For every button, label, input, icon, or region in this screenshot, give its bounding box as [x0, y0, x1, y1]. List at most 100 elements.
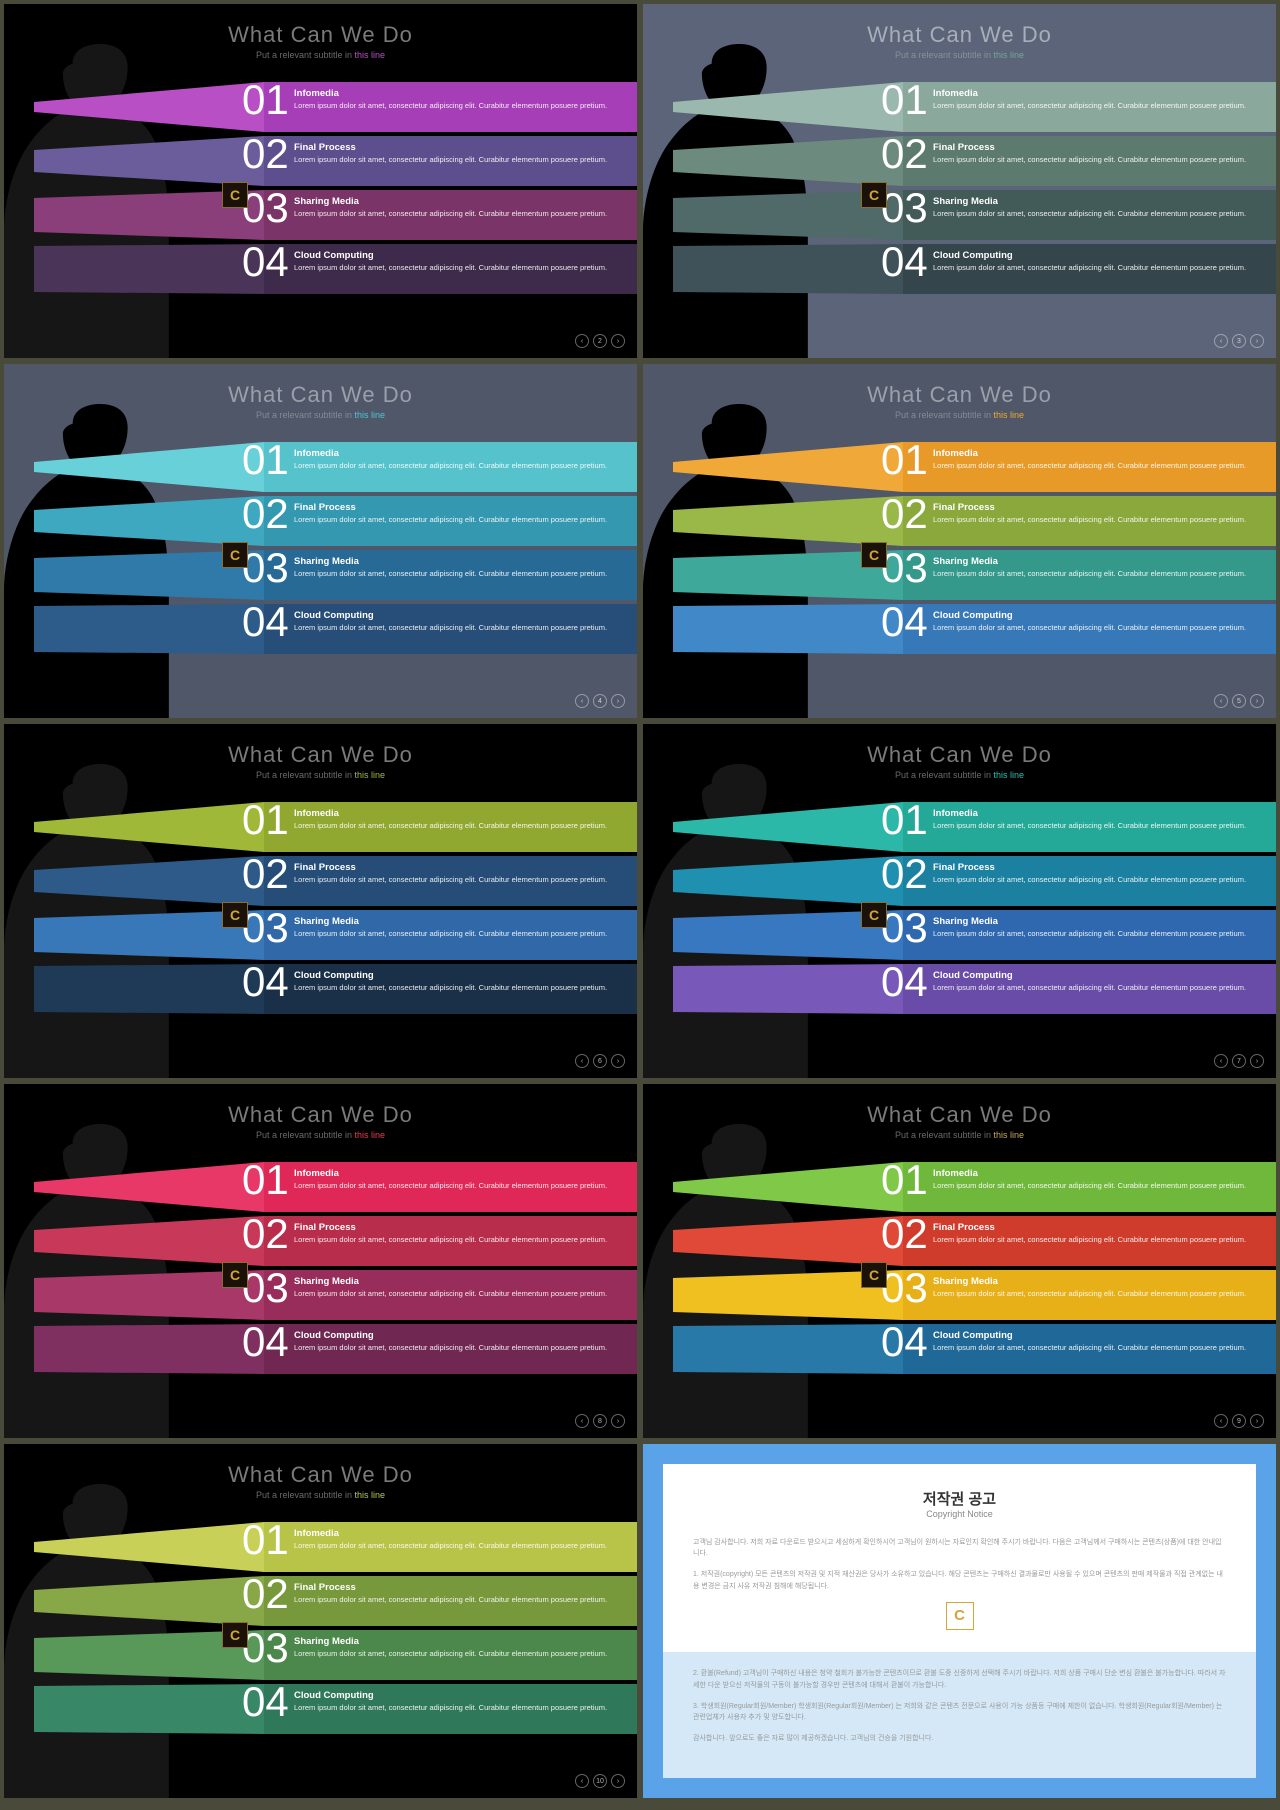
pager-prev-icon[interactable]: ‹ [575, 334, 589, 348]
band-wedge [673, 856, 903, 906]
band-row: Final ProcessLorem ipsum dolor sit amet,… [643, 136, 1276, 186]
band-description: Lorem ipsum dolor sit amet, consectetur … [294, 929, 625, 939]
band-title: Final Process [933, 862, 1264, 873]
band-wedge [34, 964, 264, 1014]
band-number: 01 [881, 436, 928, 484]
pager-next-icon[interactable]: › [611, 1414, 625, 1428]
subtitle-accent: this line [355, 1130, 386, 1140]
band-description: Lorem ipsum dolor sit amet, consectetur … [933, 569, 1264, 579]
pager-page: 10 [593, 1774, 607, 1788]
band-description: Lorem ipsum dolor sit amet, consectetur … [294, 1289, 625, 1299]
pager-page: 2 [593, 334, 607, 348]
pager-prev-icon[interactable]: ‹ [1214, 1054, 1228, 1068]
band-description: Lorem ipsum dolor sit amet, consectetur … [294, 983, 625, 993]
pager-next-icon[interactable]: › [1250, 1054, 1264, 1068]
pager-next-icon[interactable]: › [611, 1054, 625, 1068]
band-wedge [34, 442, 264, 492]
band-row: Cloud ComputingLorem ipsum dolor sit ame… [4, 1324, 637, 1374]
band-number: 01 [242, 436, 289, 484]
band-row: Cloud Computing Lorem ipsum dolor sit ame… [4, 964, 637, 1014]
band-content: InfomediaLorem ipsum dolor sit amet, con… [264, 1522, 637, 1572]
pager-next-icon[interactable]: › [1250, 334, 1264, 348]
band-title: Final Process [933, 1222, 1264, 1233]
band-title: Sharing Media [294, 196, 625, 207]
band-title: Final Process [933, 142, 1264, 153]
band-title: Final Process [294, 142, 625, 153]
band-row: InfomediaLorem ipsum dolor sit amet, con… [4, 442, 637, 492]
band-number: 01 [881, 76, 928, 124]
pager-prev-icon[interactable]: ‹ [1214, 694, 1228, 708]
pager-prev-icon[interactable]: ‹ [575, 1774, 589, 1788]
pager-next-icon[interactable]: › [611, 694, 625, 708]
band-content: Sharing MediaLorem ipsum dolor sit amet,… [264, 1630, 637, 1680]
pager-next-icon[interactable]: › [1250, 694, 1264, 708]
band-description: Lorem ipsum dolor sit amet, consectetur … [294, 569, 625, 579]
logo-badge: C [861, 182, 887, 208]
band-row: Sharing Media Lorem ipsum dolor sit amet,… [4, 190, 637, 240]
band-title: Cloud Computing [294, 250, 625, 261]
band-wedge [673, 964, 903, 1014]
band-description: Lorem ipsum dolor sit amet, consectetur … [933, 1343, 1264, 1353]
band-title: Cloud Computing [933, 250, 1264, 261]
subtitle-prefix: Put a relevant subtitle in [895, 770, 994, 780]
pager-prev-icon[interactable]: ‹ [575, 694, 589, 708]
band-row: Cloud ComputingLorem ipsum dolor sit ame… [643, 964, 1276, 1014]
band-title: Cloud Computing [933, 1330, 1264, 1341]
band-title: Cloud Computing [294, 970, 625, 981]
band-number: 03 [881, 904, 928, 952]
band-number: 02 [881, 490, 928, 538]
band-wedge [34, 244, 264, 294]
pager-page: 7 [1232, 1054, 1246, 1068]
band-number: 01 [242, 1156, 289, 1204]
pager-prev-icon[interactable]: ‹ [1214, 1414, 1228, 1428]
band-row: Final ProcessLorem ipsum dolor sit amet,… [4, 1216, 637, 1266]
band-title: Cloud Computing [294, 1330, 625, 1341]
band-content: Final ProcessLorem ipsum dolor sit amet,… [903, 856, 1276, 906]
infographic-slide: What Can We DoPut a relevant subtitle in… [643, 4, 1276, 358]
band-row: InfomediaLorem ipsum dolor sit amet, con… [643, 82, 1276, 132]
band-row: Sharing MediaLorem ipsum dolor sit amet,… [4, 910, 637, 960]
band-content: Final ProcessLorem ipsum dolor sit amet,… [903, 496, 1276, 546]
band-row: Sharing MediaLorem ipsum dolor sit amet,… [643, 190, 1276, 240]
band-row: Final ProcessLorem ipsum dolor sit amet,… [643, 856, 1276, 906]
pager-prev-icon[interactable]: ‹ [575, 1414, 589, 1428]
band-content: InfomediaLorem ipsum dolor sit amet, con… [903, 1162, 1276, 1212]
band-description: Lorem ipsum dolor sit amet, consectetur … [933, 101, 1264, 111]
band-title: Infomedia [933, 448, 1264, 459]
band-title: Infomedia [294, 1168, 625, 1179]
band-content: Cloud ComputingLorem ipsum dolor sit ame… [264, 1324, 637, 1374]
band-description: Lorem ipsum dolor sit amet, consectetur … [294, 515, 625, 525]
band-content: InfomediaLorem ipsum dolor sit amet, con… [903, 442, 1276, 492]
pager: ‹ 7 › [1214, 1054, 1264, 1068]
pager-prev-icon[interactable]: ‹ [1214, 334, 1228, 348]
band-content: Sharing MediaLorem ipsum dolor sit amet,… [264, 910, 637, 960]
band-description: Lorem ipsum dolor sit amet, consectetur … [294, 461, 625, 471]
pager: ‹3› [1214, 334, 1264, 348]
copyright-title-en: Copyright Notice [693, 1509, 1226, 1519]
band-description: Lorem ipsum dolor sit amet, consectetur … [294, 821, 625, 831]
band-content: Sharing MediaLorem ipsum dolor sit amet,… [903, 910, 1276, 960]
band-list: Infomedia Lorem ipsum dolor sit amet, con… [643, 1162, 1276, 1378]
band-row: Cloud ComputingLorem ipsum dolor sit ame… [4, 1684, 637, 1734]
pager-next-icon[interactable]: › [611, 1774, 625, 1788]
band-list: InfomediaLorem ipsum dolor sit amet, con… [4, 1522, 637, 1738]
band-description: Lorem ipsum dolor sit amet, consectetur … [294, 1703, 625, 1713]
band-number: 02 [242, 130, 289, 178]
band-description: Lorem ipsum dolor sit amet, consectetur … [294, 209, 625, 219]
copyright-slide: 저작권 공고Copyright Notice고객님 감사합니다. 저희 자료 다… [643, 1444, 1276, 1798]
logo-badge: C [222, 542, 248, 568]
band-description: Lorem ipsum dolor sit amet, consectetur … [933, 515, 1264, 525]
pager-prev-icon[interactable]: ‹ [575, 1054, 589, 1068]
band-title: Infomedia [933, 1168, 1264, 1179]
band-number: 01 [242, 76, 289, 124]
band-row: Cloud ComputingLorem ipsum dolor sit ame… [4, 604, 637, 654]
band-row: Final ProcessLorem ipsum dolor sit amet,… [4, 136, 637, 186]
band-list: InfomediaLorem ipsum dolor sit amet, con… [4, 802, 637, 1018]
band-content: Sharing MediaLorem ipsum dolor sit amet,… [264, 550, 637, 600]
band-title: Cloud Computing [933, 610, 1264, 621]
band-number: 01 [242, 796, 289, 844]
infographic-slide: What Can We DoPut a relevant subtitle in… [643, 364, 1276, 718]
pager-next-icon[interactable]: › [611, 334, 625, 348]
pager-next-icon[interactable]: › [1250, 1414, 1264, 1428]
band-title: Sharing Media [933, 916, 1264, 927]
